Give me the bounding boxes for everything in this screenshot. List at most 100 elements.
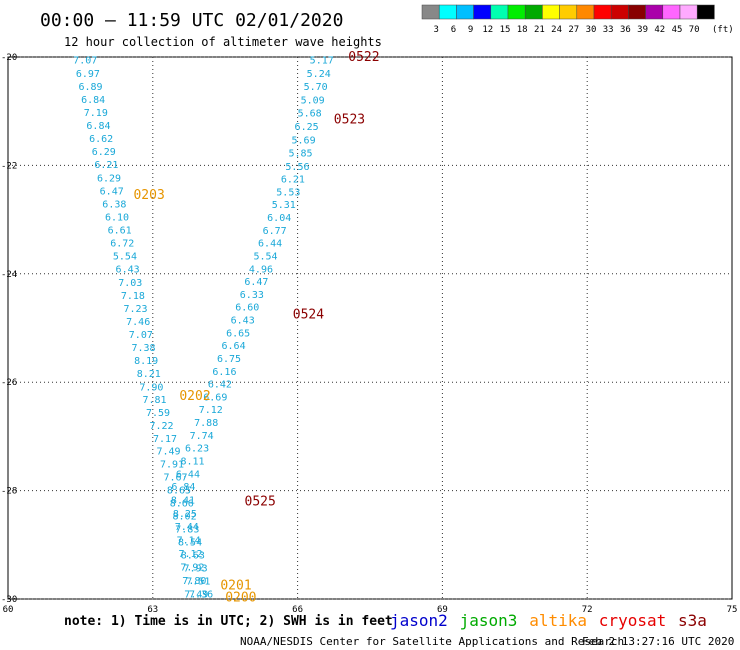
wave-height-value: 5.56 bbox=[285, 162, 309, 173]
wave-height-value: 5.24 bbox=[307, 69, 331, 80]
wave-height-value: 6.43 bbox=[231, 316, 255, 327]
wave-height-value: 6.10 bbox=[105, 212, 129, 223]
scale-label: 21 bbox=[534, 25, 545, 35]
wave-height-value: 7.12 bbox=[179, 549, 203, 560]
wave-height-value: 7.14 bbox=[177, 536, 201, 547]
wave-height-value: 5.53 bbox=[276, 187, 300, 198]
wave-height-value: 6.65 bbox=[226, 328, 250, 339]
lon-tick-label: 72 bbox=[582, 605, 593, 615]
wave-height-value: 7.07 bbox=[129, 330, 153, 341]
scale-swatch bbox=[610, 4, 629, 20]
scale-unit-label: (ft) bbox=[712, 25, 734, 35]
pass-time-label: 0525 bbox=[245, 494, 276, 509]
wave-height-value: 8.25 bbox=[173, 509, 197, 520]
wave-height-value: 7.18 bbox=[121, 291, 145, 302]
scale-label: 70 bbox=[689, 25, 700, 35]
lat-tick-label: -20 bbox=[1, 53, 17, 63]
wave-height-value: 8.21 bbox=[137, 369, 161, 380]
wave-height-value: 6.64 bbox=[222, 341, 246, 352]
map-title: 00:00 – 11:59 UTC 02/01/2020 bbox=[40, 10, 343, 31]
wave-height-value: 6.84 bbox=[81, 95, 105, 106]
wave-height-value: 7.36 bbox=[189, 590, 213, 601]
wave-height-value: 6.60 bbox=[235, 303, 259, 314]
lon-tick-label: 66 bbox=[292, 605, 303, 615]
pass-time-label: 0203 bbox=[133, 188, 164, 203]
scale-swatch bbox=[679, 4, 698, 20]
wave-height-value: 6.44 bbox=[176, 469, 200, 480]
wave-height-value: 7.22 bbox=[149, 421, 173, 432]
wave-height-value: 6.21 bbox=[94, 160, 118, 171]
wave-height-value: 6.72 bbox=[110, 239, 134, 250]
wave-height-value: 5.54 bbox=[113, 252, 137, 263]
scale-label: 15 bbox=[500, 25, 511, 35]
pass-time-label: 0522 bbox=[348, 50, 379, 65]
pass-time-label: 0523 bbox=[334, 112, 365, 127]
scale-label: 39 bbox=[637, 25, 648, 35]
scale-label: 27 bbox=[568, 25, 579, 35]
wave-height-value: 5.09 bbox=[301, 95, 325, 106]
wave-height-value: 6.97 bbox=[76, 69, 100, 80]
wave-height-value: 8.02 bbox=[173, 511, 197, 522]
wave-height-value: 5.85 bbox=[288, 149, 312, 160]
wave-height-value: 7.83 bbox=[175, 524, 199, 535]
wave-height-value: 7.92 bbox=[180, 563, 204, 574]
wave-height-color-scale: 3 6 9 12 15 18 21 24 27 30 33 36 39 42 45 70 bbox=[421, 4, 715, 35]
wave-height-value: 6.23 bbox=[185, 444, 209, 455]
wave-height-value: 6.25 bbox=[295, 122, 319, 133]
pass-time-label: 0201 bbox=[220, 578, 251, 593]
wave-height-value: 6.42 bbox=[208, 380, 232, 391]
wave-height-value: 6.69 bbox=[203, 392, 227, 403]
wave-height-value: 6.84 bbox=[86, 121, 110, 132]
lat-lon-grid bbox=[8, 56, 732, 600]
wave-height-value: 6.61 bbox=[108, 226, 132, 237]
wave-height-value: 7.12 bbox=[199, 405, 223, 416]
wave-height-value: 6.33 bbox=[240, 290, 264, 301]
pass-time-label: 0202 bbox=[179, 389, 210, 404]
scale-label: 24 bbox=[551, 25, 562, 35]
lat-tick-label: -30 bbox=[1, 595, 17, 605]
lon-tick-label: 63 bbox=[147, 605, 158, 615]
wave-height-value: 7.49 bbox=[156, 447, 180, 458]
wave-height-value: 5.69 bbox=[292, 135, 316, 146]
credit-source: NOAA/NESDIS Center for Satellite Applica… bbox=[240, 635, 624, 648]
wave-height-value: 7.44 bbox=[175, 522, 199, 533]
wave-height-value: 8.41 bbox=[171, 495, 195, 506]
wave-height-value: 6.77 bbox=[263, 226, 287, 237]
scale-label: 36 bbox=[620, 25, 631, 35]
wave-height-value: 8.11 bbox=[180, 456, 204, 467]
scale-swatch bbox=[628, 4, 646, 20]
wave-height-value: 7.49 bbox=[184, 590, 208, 601]
scale-swatch bbox=[593, 4, 612, 20]
wave-height-value: 6.44 bbox=[258, 239, 282, 250]
wave-height-value: 7.93 bbox=[184, 563, 208, 574]
units-note: note: 1) Time is in UTC; 2) SWH is in fe… bbox=[64, 614, 393, 629]
satellite-legend: jason2 jason3 altika cryosat s3a bbox=[390, 611, 707, 630]
wave-height-value: 7.88 bbox=[194, 418, 218, 429]
wave-height-value: 6.47 bbox=[100, 186, 124, 197]
lat-tick-label: -22 bbox=[1, 161, 17, 171]
scale-label: 3 bbox=[433, 25, 438, 35]
satellite-legend-jason2: jason2 bbox=[390, 611, 448, 630]
scale-label: 33 bbox=[603, 25, 614, 35]
wave-height-value: 6.47 bbox=[244, 277, 268, 288]
wave-height-value: 5.68 bbox=[298, 109, 322, 120]
wave-height-value: 6.89 bbox=[78, 82, 102, 93]
satellite-legend-jason3: jason3 bbox=[460, 611, 518, 630]
pass-time-label: 0200 bbox=[225, 590, 256, 605]
lat-tick-label: -28 bbox=[1, 487, 17, 497]
wave-height-value: 6.43 bbox=[116, 265, 140, 276]
map-frame bbox=[7, 56, 733, 600]
wave-height-value: 7.19 bbox=[84, 108, 108, 119]
lon-tick-label: 60 bbox=[3, 605, 14, 615]
wave-height-value: 6.38 bbox=[102, 199, 126, 210]
wave-height-value: 4.96 bbox=[249, 264, 273, 275]
wave-height-value: 6.21 bbox=[281, 175, 305, 186]
wave-height-value: 7.23 bbox=[123, 304, 147, 315]
scale-label: 9 bbox=[468, 25, 473, 35]
scale-swatch bbox=[438, 4, 457, 20]
wave-height-value: 7.51 bbox=[186, 577, 210, 588]
wave-height-value: 7.80 bbox=[182, 576, 206, 587]
map-subtitle: 12 hour collection of altimeter wave hei… bbox=[64, 35, 382, 49]
